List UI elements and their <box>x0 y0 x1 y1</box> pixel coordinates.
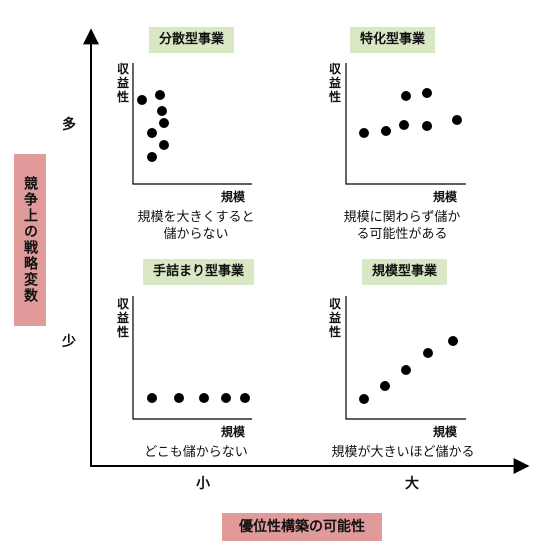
q3-description: どこも儲からない <box>144 445 248 460</box>
q2-dots <box>359 88 462 138</box>
quadrant-title-fragmented: 分散型事業 <box>149 27 235 53</box>
q2-dot <box>452 115 462 125</box>
q1-dot <box>147 128 157 138</box>
q2-dot <box>381 126 391 136</box>
q1-ylabel: 収益性 <box>116 62 129 104</box>
q1-dot <box>147 152 157 162</box>
q4-dot <box>423 348 433 358</box>
q2-description: 規模に関わらず儲か る可能性がある <box>343 210 461 242</box>
y-tick-low: 少 <box>62 334 76 350</box>
q3-dot <box>240 393 250 403</box>
q1-dot <box>159 118 169 128</box>
y-axis-title: 競争上の戦略変数 <box>14 154 46 326</box>
q4-dot <box>359 394 369 404</box>
q1-description: 規模を大きくすると 儲からない <box>137 210 255 242</box>
q3-xlabel: 規模 <box>221 425 246 439</box>
q2-dot <box>401 91 411 101</box>
q1-xlabel: 規模 <box>221 190 246 204</box>
q3-dot <box>199 393 209 403</box>
q1-dot <box>157 106 167 116</box>
q4-dot <box>380 381 390 391</box>
q4-xlabel: 規模 <box>433 425 458 439</box>
q1-dot <box>159 140 169 150</box>
x-axis-title: 優位性構築の可能性 <box>222 513 382 541</box>
y-tick-high: 多 <box>62 117 76 133</box>
q4-dots <box>359 336 458 404</box>
q3-mini-axes <box>132 296 252 420</box>
q4-mini-axes <box>345 296 466 420</box>
q2-dot <box>359 128 369 138</box>
quadrant-title-stalemate: 手詰まり型事業 <box>143 259 255 285</box>
q2-dot <box>399 120 409 130</box>
q1-dot <box>137 95 147 105</box>
q2-mini-axes <box>345 63 466 185</box>
q2-dot <box>422 88 432 98</box>
quadrant-title-specialized: 特化型事業 <box>350 27 436 53</box>
q1-dots <box>137 90 169 162</box>
q2-ylabel: 収益性 <box>328 62 341 104</box>
q1-mini-axes <box>132 63 252 185</box>
x-tick-high: 大 <box>405 476 419 492</box>
q3-dot <box>174 393 184 403</box>
q3-ylabel: 収益性 <box>116 297 129 339</box>
q4-dot <box>448 336 458 346</box>
q2-dot <box>422 121 432 131</box>
q4-description: 規模が大きいほど儲かる <box>331 445 475 460</box>
q3-dots <box>147 393 250 403</box>
x-tick-low: 小 <box>196 476 210 492</box>
q2-xlabel: 規模 <box>433 190 458 204</box>
q4-dot <box>401 365 411 375</box>
q4-ylabel: 収益性 <box>328 297 341 339</box>
q3-dot <box>221 393 231 403</box>
q3-dot <box>147 393 157 403</box>
q1-dot <box>155 90 165 100</box>
quadrant-title-volume: 規模型事業 <box>362 259 448 285</box>
